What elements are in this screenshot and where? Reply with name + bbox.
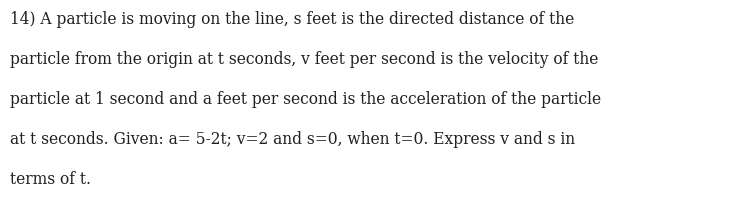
Text: terms of t.: terms of t. (10, 171, 91, 188)
Text: particle at 1 second and a feet per second is the acceleration of the particle: particle at 1 second and a feet per seco… (10, 91, 601, 108)
Text: particle from the origin at t seconds, v feet per second is the velocity of the: particle from the origin at t seconds, v… (10, 51, 598, 68)
Text: 14) A particle is moving on the line, s feet is the directed distance of the: 14) A particle is moving on the line, s … (10, 11, 574, 28)
Text: at t seconds. Given: a= 5-2t; v=2 and s=0, when t=0. Express v and s in: at t seconds. Given: a= 5-2t; v=2 and s=… (10, 131, 575, 148)
